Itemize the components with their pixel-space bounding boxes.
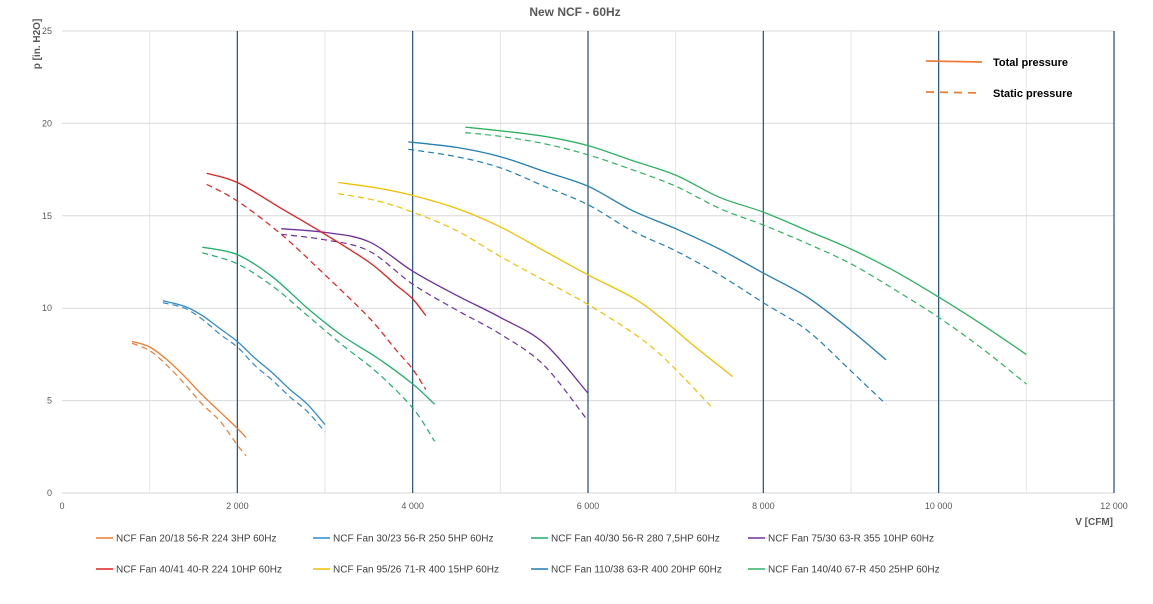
series-5-total-line: [206, 172, 427, 317]
line-style-key: Total pressure Static pressure: [925, 57, 1072, 100]
series-8-total-line: [465, 126, 1027, 355]
x-tick-label: 6 000: [577, 501, 600, 511]
series-3-static-line: [202, 252, 436, 442]
series-6-static-line: [338, 193, 712, 407]
legend: NCF Fan 20/18 56-R 224 3HP 60Hz NCF Fan 3…: [96, 534, 940, 576]
series-2-total-line: [162, 300, 326, 426]
legend-item-label: NCF Fan 40/41 40-R 224 10HP 60Hz: [116, 565, 282, 576]
x-tick-label: 8 000: [752, 501, 775, 511]
legend-item-label: NCF Fan 110/38 63-R 400 20HP 60Hz: [551, 565, 722, 576]
x-tick-label: 2 000: [226, 501, 249, 511]
y-tick-label: 20: [42, 118, 52, 128]
key-solid-swatch: [925, 60, 983, 63]
key-label: Static pressure: [993, 88, 1072, 100]
y-tick-label: 10: [42, 303, 52, 313]
series-2-static-line: [162, 302, 326, 433]
key-dashed-swatch: [925, 91, 983, 94]
x-tick-label: 12 000: [1100, 501, 1128, 511]
series-7-total-line: [408, 141, 887, 361]
legend-item-label: NCF Fan 95/26 71-R 400 15HP 60Hz: [333, 565, 499, 576]
x-tick-label: 0: [59, 501, 64, 511]
legend-item-label: NCF Fan 140/40 67-R 450 25HP 60Hz: [768, 565, 940, 576]
y-tick-label: 5: [47, 396, 52, 406]
x-tick-label: 4 000: [401, 501, 424, 511]
y-tick-label: 25: [42, 26, 52, 36]
series-1-total-line: [131, 340, 247, 439]
legend-item-label: NCF Fan 75/30 63-R 355 10HP 60Hz: [768, 534, 934, 545]
x-axis-title: V [CFM]: [1075, 517, 1113, 528]
series-5-static-line: [206, 183, 427, 390]
series-7-static-line: [408, 148, 887, 405]
series-lines: [131, 126, 1027, 457]
series-4-total-line: [281, 228, 589, 394]
series-6-total-line: [338, 181, 734, 378]
y-tick-label: 15: [42, 211, 52, 221]
series-4-static-line: [281, 233, 589, 422]
x-tick-label: 10 000: [925, 501, 953, 511]
y-tick-label: 0: [47, 488, 52, 498]
legend-item-label: NCF Fan 40/30 56-R 280 7,5HP 60Hz: [551, 534, 720, 545]
key-label: Total pressure: [993, 57, 1068, 69]
chart-title: New NCF - 60Hz: [529, 5, 620, 19]
y-axis-title: p [in. H2O]: [32, 19, 43, 70]
legend-item-label: NCF Fan 30/23 56-R 250 5HP 60Hz: [333, 534, 493, 545]
series-8-static-line: [465, 132, 1027, 385]
x-axis-ticks: 0 2 000 4 000 6 000 8 000 10 000 12 000: [59, 501, 1127, 511]
grid: [62, 30, 1115, 494]
series-3-total-line: [202, 246, 436, 405]
y-axis-ticks: 0 5 10 15 20 25: [42, 26, 52, 498]
legend-item-label: NCF Fan 20/18 56-R 224 3HP 60Hz: [116, 534, 276, 545]
series-1-static-line: [131, 342, 247, 457]
